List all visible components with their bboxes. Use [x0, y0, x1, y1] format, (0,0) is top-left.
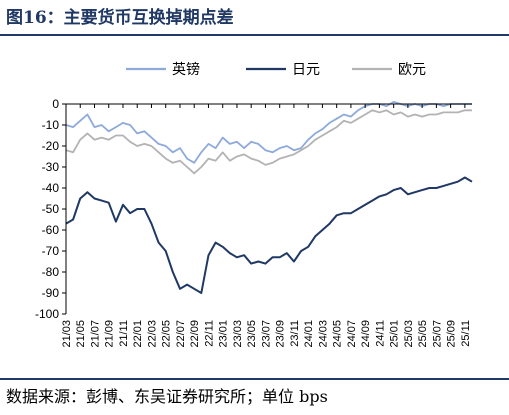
- x-axis: 21/03 21/05 21/07 21/09 21/11 22/01 22/03 22/05…: [61, 103, 472, 348]
- x-tick-label: 24/01: [303, 320, 315, 348]
- x-tick-label: 23/03: [232, 320, 244, 348]
- x-tick-label: 24/05: [332, 320, 344, 348]
- x-tick-label: 25/07: [431, 320, 443, 348]
- x-tick-label: 23/07: [260, 320, 272, 348]
- y-tick-label: -100: [35, 307, 59, 321]
- y-tick-label: -30: [42, 160, 60, 174]
- x-tick-label: 25/01: [389, 320, 401, 348]
- x-tick-label: 25/05: [417, 320, 429, 348]
- x-tick-label: 23/09: [275, 320, 287, 348]
- x-tick-label: 22/01: [132, 320, 144, 348]
- legend-label-2: 欧元: [398, 61, 426, 77]
- page-title: 图16：主要货币互换掉期点差: [6, 8, 234, 28]
- y-tick-label: -10: [42, 118, 60, 132]
- x-tick-label: 21/09: [104, 320, 116, 348]
- x-tick-label: 21/03: [61, 320, 73, 348]
- x-tick-label: 24/07: [346, 320, 358, 348]
- source-note: 数据来源：彭博、东吴证券研究所；单位 bps: [6, 387, 328, 406]
- x-tick-label: 25/03: [403, 320, 415, 348]
- x-tick-label: 23/01: [218, 320, 230, 348]
- chart-legend: 英镑 日元 欧元: [126, 61, 426, 77]
- series-line-1: [65, 176, 473, 294]
- y-tick-label: -50: [42, 202, 60, 216]
- swap-spread-line-chart: 英镑 日元 欧元 0-10-20-30-40-50-60-70-80-90-100 …: [35, 61, 473, 348]
- y-tick-label: -80: [42, 265, 60, 279]
- y-tick-label: -20: [42, 139, 60, 153]
- x-tick-label: 22/05: [161, 320, 173, 348]
- y-tick-label: -70: [42, 244, 60, 258]
- x-tick-label: 22/07: [175, 320, 187, 348]
- x-tick-label: 22/11: [203, 320, 215, 347]
- x-tick-label: 21/05: [75, 320, 87, 348]
- x-tick-label: 24/09: [360, 320, 372, 348]
- x-tick-label: 22/09: [189, 320, 201, 348]
- x-tick-label: 25/09: [446, 320, 458, 348]
- x-tick-label: 24/11: [374, 320, 386, 347]
- y-tick-label: -60: [42, 223, 60, 237]
- legend-label-1: 日元: [292, 61, 320, 77]
- series-line-2: [65, 109, 472, 175]
- series-line-0: [65, 101, 472, 164]
- plot-area: [65, 101, 473, 294]
- y-tick-label: 0: [52, 97, 59, 111]
- x-tick-label: 23/05: [246, 320, 258, 348]
- y-tick-label: -40: [42, 181, 60, 195]
- x-tick-label: 21/11: [118, 320, 130, 347]
- x-tick-label: 21/07: [89, 320, 101, 348]
- x-tick-label: 24/03: [317, 320, 329, 348]
- x-tick-label: 25/11: [460, 320, 472, 347]
- y-tick-label: -90: [42, 286, 60, 300]
- y-axis: 0 -10 -20 -30 -40 -50 -60 -70 -80 -90 -100: [35, 97, 67, 321]
- title-divider: [0, 34, 509, 36]
- legend-label-0: 英镑: [172, 61, 200, 77]
- x-tick-label: 23/11: [289, 320, 301, 347]
- x-tick-label: 22/03: [146, 320, 158, 348]
- source-divider: [0, 378, 509, 380]
